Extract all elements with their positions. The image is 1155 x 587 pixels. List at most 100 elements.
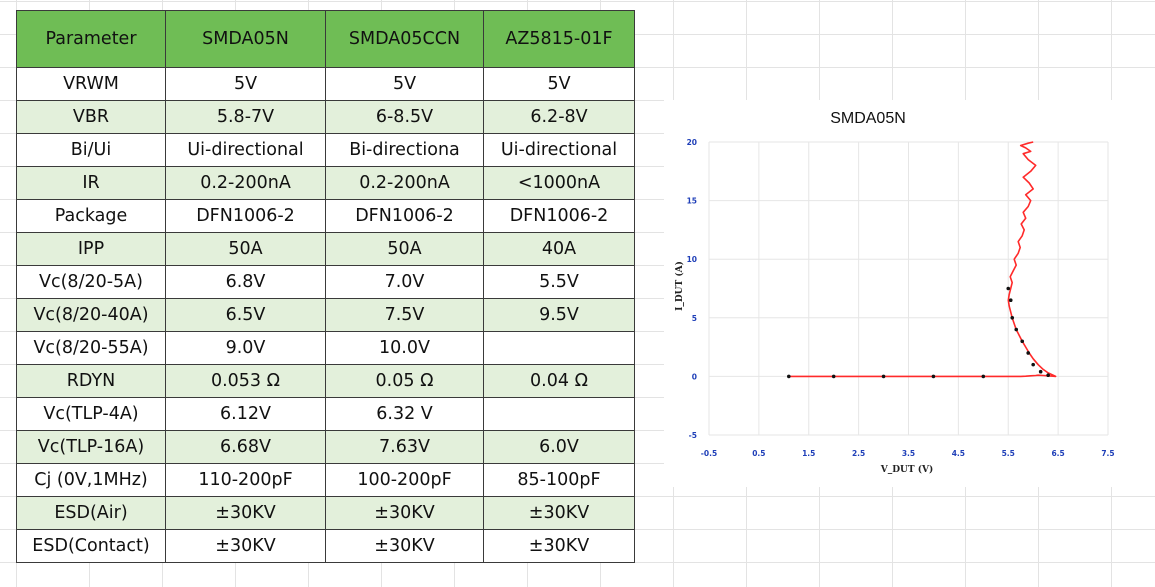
table-row: Vc(8/20-40A) 6.5V 7.5V 9.5V xyxy=(16,298,635,332)
x-tick-label: 3.5 xyxy=(902,449,915,458)
value-cell[interactable]: 7.63V xyxy=(325,430,484,464)
header-cell-smda05ccn: SMDA05CCN xyxy=(325,10,484,68)
data-point-marker xyxy=(1031,362,1035,367)
value-cell[interactable]: 5.5V xyxy=(483,265,635,299)
value-cell[interactable]: 0.05 Ω xyxy=(325,364,484,398)
y-axis-label: I_DUT (A) xyxy=(674,261,685,311)
value-cell[interactable]: 6.68V xyxy=(165,430,326,464)
value-cell[interactable]: 40A xyxy=(483,232,635,266)
x-tick-label: 1.5 xyxy=(802,449,815,458)
row-label-cell[interactable]: VRWM xyxy=(16,67,166,101)
value-cell[interactable]: 10.0V xyxy=(325,331,484,365)
row-label-cell[interactable]: IR xyxy=(16,166,166,200)
data-point-marker xyxy=(981,374,986,379)
x-axis-label: V_DUT (V) xyxy=(880,464,933,475)
x-tick-label: 0.5 xyxy=(752,449,765,458)
value-cell[interactable]: 6.0V xyxy=(483,430,635,464)
row-label-cell[interactable]: RDYN xyxy=(16,364,166,398)
value-cell[interactable]: 0.2-200nA xyxy=(325,166,484,200)
x-tick-label: 2.5 xyxy=(852,449,865,458)
y-tick-label: 0 xyxy=(692,372,697,381)
row-label-cell[interactable]: Vc(8/20-5A) xyxy=(16,265,166,299)
table-row: VBR 5.8-7V 6-8.5V 6.2-8V xyxy=(16,100,635,134)
value-cell[interactable]: 85-100pF xyxy=(483,463,635,497)
data-point-marker xyxy=(1008,298,1013,303)
table-header-row: Parameter SMDA05N SMDA05CCN AZ5815-01F xyxy=(16,10,635,68)
row-label-cell[interactable]: Package xyxy=(16,199,166,233)
value-cell[interactable]: DFN1006-2 xyxy=(483,199,635,233)
x-tick-label: 4.5 xyxy=(952,449,965,458)
value-cell[interactable] xyxy=(483,331,635,365)
data-point-marker xyxy=(1020,339,1025,344)
value-cell[interactable]: 5.8-7V xyxy=(165,100,326,134)
value-cell[interactable]: ±30KV xyxy=(165,529,326,563)
value-cell[interactable]: 0.053 Ω xyxy=(165,364,326,398)
iv-chart: SMDA05N -0.5 0.5 1.5 2.5 3.5 4.5 5.5 6.5 7.5 -5 0 5… xyxy=(674,110,1115,475)
value-cell[interactable]: DFN1006-2 xyxy=(165,199,326,233)
header-cell-parameter: Parameter xyxy=(16,10,166,68)
row-label-cell[interactable]: Bi/Ui xyxy=(16,133,166,167)
value-cell[interactable]: 6.12V xyxy=(165,397,326,431)
table-row: Vc(TLP-4A) 6.12V 6.32 V xyxy=(16,397,635,431)
row-label-cell[interactable]: Vc(TLP-4A) xyxy=(16,397,166,431)
iv-chart-panel: SMDA05N -0.5 0.5 1.5 2.5 3.5 4.5 5.5 6.5 7.5 -5 0 5… xyxy=(664,100,1155,487)
value-cell[interactable]: DFN1006-2 xyxy=(325,199,484,233)
table-row: Package DFN1006-2 DFN1006-2 DFN1006-2 xyxy=(16,199,635,233)
value-cell[interactable]: Bi-directiona xyxy=(325,133,484,167)
y-tick-label: 5 xyxy=(692,314,697,323)
table-row: Vc(TLP-16A) 6.68V 7.63V 6.0V xyxy=(16,430,635,464)
value-cell[interactable]: 0.04 Ω xyxy=(483,364,635,398)
header-cell-smda05n: SMDA05N xyxy=(165,10,326,68)
chart-title: SMDA05N xyxy=(830,110,906,127)
value-cell[interactable]: ±30KV xyxy=(325,496,484,530)
y-tick-label: -5 xyxy=(689,431,697,440)
value-cell[interactable]: Ui-directional xyxy=(483,133,635,167)
value-cell[interactable]: 7.5V xyxy=(325,298,484,332)
table-row: ESD(Air) ±30KV ±30KV ±30KV xyxy=(16,496,635,530)
x-tick-label: 5.5 xyxy=(1002,449,1015,458)
row-label-cell[interactable]: Vc(8/20-40A) xyxy=(16,298,166,332)
spec-comparison-table: Parameter SMDA05N SMDA05CCN AZ5815-01F V… xyxy=(16,10,635,563)
y-tick-label: 15 xyxy=(687,197,697,206)
value-cell[interactable] xyxy=(483,397,635,431)
value-cell[interactable]: ±30KV xyxy=(483,529,635,563)
value-cell[interactable]: Ui-directional xyxy=(165,133,326,167)
y-tick-label: 20 xyxy=(687,138,697,147)
value-cell[interactable]: ±30KV xyxy=(483,496,635,530)
value-cell[interactable]: 5V xyxy=(483,67,635,101)
header-cell-az5815: AZ5815-01F xyxy=(483,10,635,68)
value-cell[interactable]: 50A xyxy=(165,232,326,266)
value-cell[interactable]: 6-8.5V xyxy=(325,100,484,134)
value-cell[interactable]: 6.2-8V xyxy=(483,100,635,134)
data-point-marker xyxy=(1006,286,1011,291)
value-cell[interactable]: 9.5V xyxy=(483,298,635,332)
value-cell[interactable]: 6.5V xyxy=(165,298,326,332)
row-label-cell[interactable]: IPP xyxy=(16,232,166,266)
value-cell[interactable]: ±30KV xyxy=(165,496,326,530)
value-cell[interactable]: 9.0V xyxy=(165,331,326,365)
value-cell[interactable]: 6.8V xyxy=(165,265,326,299)
table-row: IR 0.2-200nA 0.2-200nA <1000nA xyxy=(16,166,635,200)
row-label-cell[interactable]: Vc(TLP-16A) xyxy=(16,430,166,464)
value-cell[interactable]: <1000nA xyxy=(483,166,635,200)
row-label-cell[interactable]: VBR xyxy=(16,100,166,134)
value-cell[interactable]: 5V xyxy=(165,67,326,101)
table-row: IPP 50A 50A 40A xyxy=(16,232,635,266)
value-cell[interactable]: 7.0V xyxy=(325,265,484,299)
x-tick-label: -0.5 xyxy=(701,449,717,458)
data-point-marker xyxy=(787,374,791,379)
value-cell[interactable]: 6.32 V xyxy=(325,397,484,431)
iv-curve-series xyxy=(788,141,1057,378)
data-point-marker xyxy=(1010,316,1015,320)
row-label-cell[interactable]: ESD(Contact) xyxy=(16,529,166,563)
row-label-cell[interactable]: ESD(Air) xyxy=(16,496,166,530)
data-point-marker xyxy=(1026,351,1030,355)
value-cell[interactable]: 50A xyxy=(325,232,484,266)
row-label-cell[interactable]: Cj (0V,1MHz) xyxy=(16,463,166,497)
row-label-cell[interactable]: Vc(8/20-55A) xyxy=(16,331,166,365)
value-cell[interactable]: 110-200pF xyxy=(165,463,326,497)
value-cell[interactable]: 5V xyxy=(325,67,484,101)
value-cell[interactable]: ±30KV xyxy=(325,529,484,563)
value-cell[interactable]: 0.2-200nA xyxy=(165,166,326,200)
value-cell[interactable]: 100-200pF xyxy=(325,463,484,497)
